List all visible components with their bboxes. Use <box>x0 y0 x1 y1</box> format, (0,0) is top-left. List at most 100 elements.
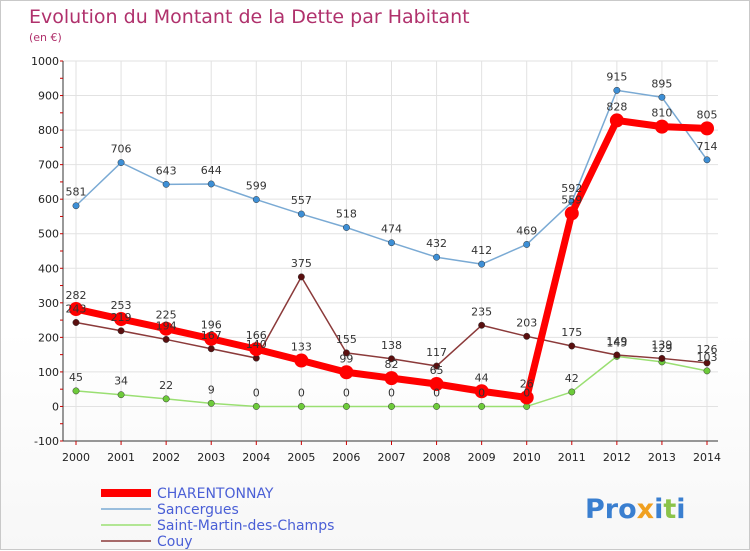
data-point-charentonnay <box>654 119 669 134</box>
y-tick-label: 700 <box>38 159 59 172</box>
data-label-saint-martin-des-champs: 0 <box>298 386 305 399</box>
data-point-sancergues <box>433 253 441 261</box>
data-label-saint-martin-des-champs: 45 <box>69 371 83 384</box>
data-point-sancergues <box>478 260 486 268</box>
data-point-saint-martin-des-champs <box>72 387 80 395</box>
y-tick-label: 0 <box>52 400 59 413</box>
data-label-couy: 167 <box>201 329 222 342</box>
data-label-saint-martin-des-champs: 0 <box>388 386 395 399</box>
data-point-saint-martin-des-champs <box>478 403 486 410</box>
data-point-sancergues <box>207 180 215 188</box>
data-label-sancergues: 895 <box>651 77 672 90</box>
data-point-charentonnay <box>609 113 624 128</box>
data-label-saint-martin-des-champs: 129 <box>651 342 672 355</box>
data-point-couy <box>342 349 350 357</box>
data-label-charentonnay: 559 <box>561 193 582 206</box>
data-point-couy <box>388 355 395 363</box>
data-point-sancergues <box>252 196 260 203</box>
data-label-sancergues: 599 <box>246 180 267 193</box>
x-tick-label: 2003 <box>197 451 225 464</box>
data-label-couy: 235 <box>471 305 492 318</box>
data-point-saint-martin-des-champs <box>117 391 125 399</box>
series-group <box>69 86 714 410</box>
x-tick-label: 2010 <box>513 451 541 464</box>
data-label-sancergues: 474 <box>381 223 402 236</box>
data-label-saint-martin-des-champs: 42 <box>565 372 579 385</box>
data-point-couy <box>478 321 486 329</box>
data-label-sancergues: 706 <box>111 143 132 156</box>
data-point-sancergues <box>72 202 80 210</box>
data-point-couy <box>433 362 441 370</box>
data-label-couy: 117 <box>426 346 447 359</box>
data-label-charentonnay: 82 <box>385 358 399 371</box>
proxiti-logo: Proxiti <box>585 494 686 525</box>
x-tick-label: 2004 <box>242 451 270 464</box>
data-label-charentonnay: 196 <box>201 319 222 332</box>
data-labels: 581 706 643 644 599 557 518 474 432 412 469 592 915 8… <box>66 70 718 399</box>
data-point-sancergues <box>613 86 621 94</box>
data-point-charentonnay <box>69 302 83 317</box>
y-tick-labels: -100 0 100 200 300 400 500 600 700 800 900 1000 <box>31 55 59 448</box>
legend-label-couy: Couy <box>157 534 193 550</box>
data-point-charentonnay <box>384 371 399 386</box>
data-label-sancergues: 581 <box>66 186 87 199</box>
data-point-couy <box>568 342 576 350</box>
x-tick-label: 2013 <box>648 451 676 464</box>
y-tick-label: 400 <box>38 262 59 275</box>
x-tick-label: 2008 <box>423 451 451 464</box>
data-label-couy: 138 <box>381 339 402 352</box>
data-label-charentonnay: 44 <box>475 371 489 384</box>
data-label-saint-martin-des-champs: 0 <box>523 386 530 399</box>
data-label-sancergues: 643 <box>156 164 177 177</box>
data-point-sancergues <box>658 93 666 101</box>
y-tick-label: 200 <box>38 331 59 344</box>
data-label-sancergues: 592 <box>561 182 582 195</box>
grid-lines <box>63 60 718 442</box>
data-label-saint-martin-des-champs: 0 <box>478 386 485 399</box>
x-tick-label: 2012 <box>603 451 631 464</box>
data-point-couy <box>297 273 305 281</box>
x-tick-label: 2000 <box>62 451 90 464</box>
data-label-charentonnay: 828 <box>606 100 627 113</box>
x-tick-label: 2001 <box>107 451 135 464</box>
data-label-charentonnay: 99 <box>339 352 353 365</box>
data-point-saint-martin-des-champs <box>703 367 711 375</box>
data-label-charentonnay: 225 <box>156 309 177 322</box>
data-label-couy: 203 <box>516 316 537 329</box>
data-label-saint-martin-des-champs: 34 <box>114 375 128 388</box>
data-label-charentonnay: 810 <box>651 107 672 120</box>
y-tick-label: 600 <box>38 193 59 206</box>
legend-label-charentonnay: CHARENTONNAY <box>157 486 274 502</box>
x-tick-label: 2007 <box>378 451 406 464</box>
y-tick-label: 900 <box>38 90 59 103</box>
data-label-charentonnay: 26 <box>520 377 534 390</box>
data-point-saint-martin-des-champs <box>433 403 441 410</box>
x-tick-label: 2009 <box>468 451 496 464</box>
y-tick-label: 1000 <box>31 55 59 68</box>
data-label-sancergues: 915 <box>606 70 627 83</box>
data-point-charentonnay <box>294 353 309 368</box>
data-label-charentonnay: 253 <box>111 299 132 312</box>
chart-subtitle: (en €) <box>29 31 62 44</box>
data-label-couy: 175 <box>561 326 582 339</box>
data-label-saint-martin-des-champs: 0 <box>343 386 350 399</box>
data-label-saint-martin-des-champs: 103 <box>697 351 718 364</box>
data-point-sancergues <box>388 239 395 247</box>
legend-label-saint-martin-des-champs: Saint-Martin-des-Champs <box>157 518 334 534</box>
data-label-couy: 140 <box>246 338 267 351</box>
x-tick-label: 2006 <box>332 451 360 464</box>
data-point-sancergues <box>703 156 711 164</box>
data-point-charentonnay <box>429 377 444 391</box>
chart-title: Evolution du Montant de la Dette par Hab… <box>29 6 470 28</box>
data-label-sancergues: 518 <box>336 208 357 221</box>
logo-text: Proxiti <box>585 494 686 525</box>
data-point-saint-martin-des-champs <box>207 399 215 407</box>
data-point-charentonnay <box>204 331 219 346</box>
data-label-charentonnay: 805 <box>697 108 718 121</box>
legend: CHARENTONNAYSancerguesSaint-Martin-des-C… <box>101 486 334 550</box>
x-tick-label: 2005 <box>287 451 315 464</box>
data-label-saint-martin-des-champs: 145 <box>606 336 627 349</box>
data-point-sancergues <box>523 240 531 248</box>
data-point-saint-martin-des-champs <box>568 388 576 396</box>
